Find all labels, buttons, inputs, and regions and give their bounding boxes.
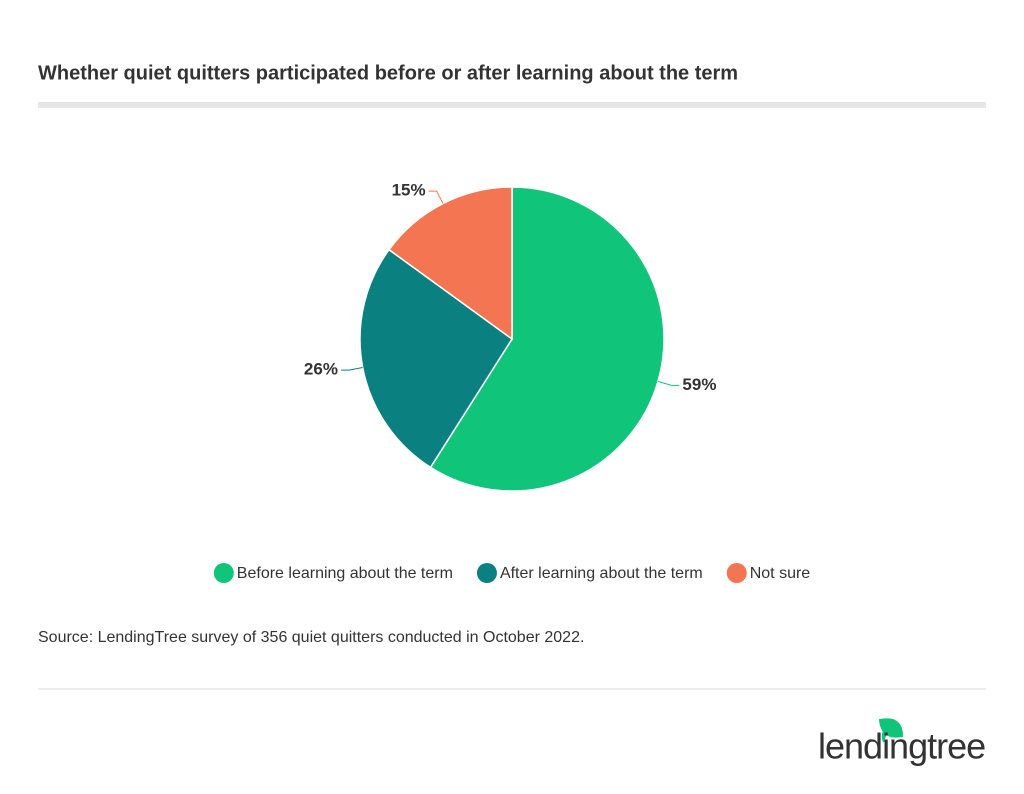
pie-slice (359, 248, 514, 469)
legend-label: Before learning about the term (237, 565, 453, 582)
logo: lendingtree (818, 726, 985, 767)
chart-title: Whether quiet quitters participated befo… (38, 62, 738, 84)
legend-label: After learning about the term (500, 565, 703, 582)
data-label: 59% (682, 375, 716, 394)
data-label: 26% (304, 360, 338, 379)
title-rule (38, 102, 986, 108)
leader-line (340, 366, 363, 371)
pie-slice (429, 186, 665, 492)
leader-line (657, 380, 680, 386)
logo-leaf (878, 718, 904, 743)
source-note: Source: LendingTree survey of 356 quiet … (38, 629, 584, 646)
legend-marker (476, 563, 497, 583)
data-label: 15% (392, 181, 426, 200)
leader-line (428, 190, 444, 204)
legend-marker (726, 563, 747, 583)
legend-label: Not sure (750, 565, 811, 582)
legend-marker (213, 563, 234, 583)
